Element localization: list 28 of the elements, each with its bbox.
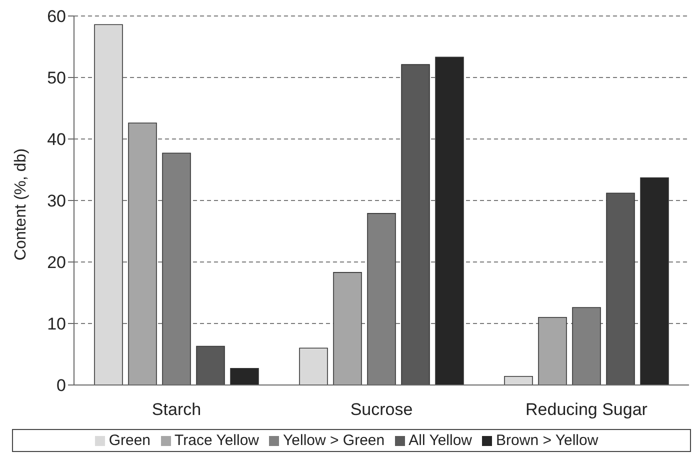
legend-label: Green (108, 432, 151, 449)
x-tick-label: Sucrose (350, 400, 413, 420)
y-tick-label: 50 (47, 68, 66, 88)
bar (94, 24, 123, 385)
y-tick-label: 40 (47, 130, 66, 150)
bar (435, 56, 464, 385)
bar (606, 192, 635, 385)
y-tick-label: 0 (56, 376, 66, 396)
y-tick-label: 10 (47, 314, 66, 334)
legend-label: All Yellow (408, 432, 472, 449)
legend-label: Trace Yellow (174, 432, 260, 449)
y-tick-label: 60 (47, 7, 66, 26)
y-axis-title: Content (%, db) (12, 148, 30, 260)
x-tick-label: Starch (152, 400, 202, 420)
x-tick-label: Reducing Sugar (526, 400, 648, 420)
bar (299, 348, 328, 385)
legend-label: Yellow > Green (283, 432, 385, 449)
bar (640, 177, 669, 385)
bar (230, 368, 259, 385)
bar (401, 64, 430, 385)
y-tick-label: 30 (47, 192, 66, 211)
bar (196, 346, 225, 385)
bar (504, 376, 533, 385)
bar (333, 272, 362, 385)
y-tick-label: 20 (47, 253, 66, 272)
bar (128, 122, 157, 385)
bar (538, 316, 567, 385)
legend-label: Brown > Yellow (496, 432, 598, 449)
